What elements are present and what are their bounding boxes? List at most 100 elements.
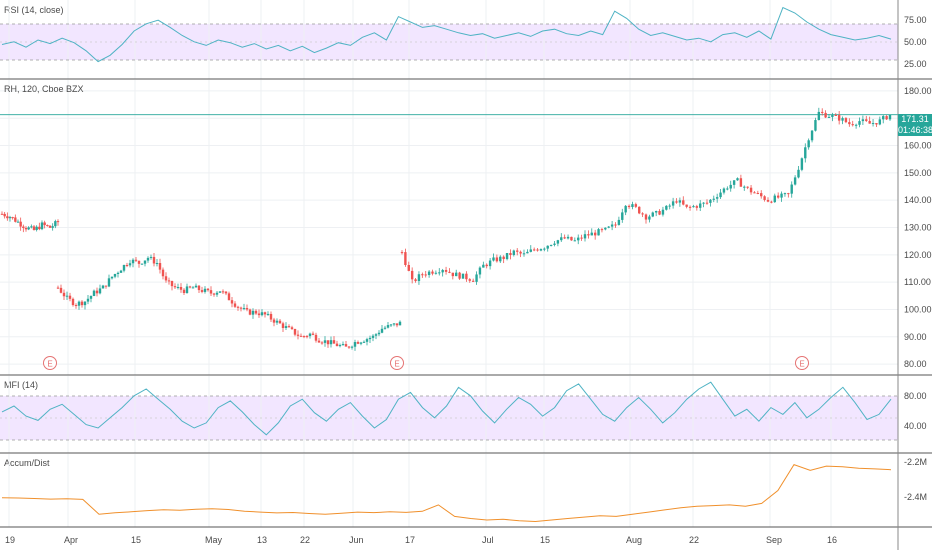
candle-body (560, 237, 563, 241)
candle-body (332, 340, 336, 344)
accum-pane: Accum/Dist -2.2M -2.4M (1, 454, 927, 527)
candle-body (344, 344, 348, 347)
candle-body (861, 119, 865, 122)
candle-body (311, 333, 315, 335)
candle-body (104, 285, 108, 287)
candle-body (260, 312, 264, 316)
x-tick-label: 22 (689, 535, 699, 545)
candle-body (209, 290, 213, 294)
candle-body (783, 193, 787, 195)
mfi-pane: MFI (14) 80.00 40.00 (0, 376, 927, 453)
candle-body (536, 249, 539, 251)
x-tick-label: 13 (257, 535, 267, 545)
candle-body (383, 327, 387, 329)
candle-body (458, 272, 461, 279)
candle-body (173, 286, 177, 288)
candle-body (770, 201, 773, 203)
candle-body (176, 286, 180, 288)
candle-body (233, 303, 237, 307)
x-tick-label: 22 (300, 535, 310, 545)
price-tick-label: 160.00 (904, 141, 932, 151)
candle-body (242, 308, 246, 310)
candle-body (617, 219, 621, 225)
candle-body (377, 332, 381, 335)
candle-body (434, 272, 438, 274)
candle-body (16, 221, 20, 223)
time-axis[interactable]: 19 Apr 15 May 13 22 Jun 17 Jul 15 Aug 22 Sep 16 (5, 535, 837, 545)
candle-body (532, 249, 536, 251)
candle-body (848, 122, 851, 125)
candle-body (296, 334, 300, 336)
earnings-marker-label: E (394, 360, 399, 369)
earnings-marker-label: E (799, 360, 804, 369)
candle-body (329, 340, 333, 345)
candle-body (43, 222, 46, 226)
candle-body (113, 274, 117, 277)
candle-body (478, 267, 482, 275)
candle-body (347, 346, 351, 348)
rsi-tick-25: 25.00 (904, 59, 927, 69)
candle-body (83, 301, 87, 306)
candle-body (441, 269, 444, 273)
candle-body (182, 289, 186, 294)
candle-body (685, 204, 688, 207)
candle-body (170, 281, 174, 287)
candle-body (539, 249, 543, 251)
candle-body (749, 187, 753, 193)
candle-body (86, 298, 90, 302)
rsi-tick-50: 50.00 (904, 37, 927, 47)
candle-body (570, 236, 573, 241)
candle-body (760, 193, 763, 197)
mfi-band (0, 396, 898, 440)
candle-body (116, 272, 120, 275)
candle-body (851, 124, 854, 126)
candle-body (3, 213, 6, 217)
candle-body (236, 306, 240, 308)
earnings-marker-icon[interactable] (43, 356, 57, 370)
x-tick-label: Aug (626, 535, 642, 545)
earnings-marker-icon[interactable] (795, 356, 809, 370)
candle-body (281, 323, 285, 328)
earnings-marker-icon[interactable] (390, 356, 404, 370)
candle-body (8, 217, 12, 219)
candle-body (671, 201, 675, 206)
price-tick-label: 90.00 (904, 332, 927, 342)
candle-body (485, 264, 488, 267)
candle-body (323, 340, 327, 343)
candle-body (128, 263, 132, 266)
candle-body (338, 345, 342, 347)
candle-body (200, 290, 204, 292)
candle-body (610, 224, 614, 227)
candle-body (206, 288, 210, 291)
candle-body (495, 257, 499, 262)
candle-body (56, 287, 60, 289)
candle-body (580, 237, 583, 239)
candle-body (715, 197, 719, 199)
candle-body (65, 295, 69, 297)
candle-body (688, 206, 692, 208)
candle-body (719, 192, 722, 198)
candle-body (882, 116, 885, 120)
candle-body (875, 123, 878, 125)
candle-body (746, 186, 749, 188)
candle-body (678, 200, 682, 203)
candle-body (471, 280, 475, 282)
candle-body (756, 192, 760, 194)
candle-body (854, 124, 858, 126)
candle-body (888, 114, 892, 120)
candle-body (827, 116, 831, 118)
candle-body (577, 237, 580, 241)
candle-body (101, 285, 105, 289)
rsi-label: RSI (14, close) (4, 5, 64, 15)
price-gridlines (0, 80, 898, 375)
mfi-label: MFI (14) (4, 380, 38, 390)
candle-body (248, 309, 252, 315)
candle-body (317, 340, 321, 343)
candle-body (143, 260, 147, 264)
candle-body (272, 319, 276, 323)
candle-body (152, 256, 156, 264)
price-tick-label: 140.00 (904, 195, 932, 205)
candle-body (763, 196, 766, 200)
